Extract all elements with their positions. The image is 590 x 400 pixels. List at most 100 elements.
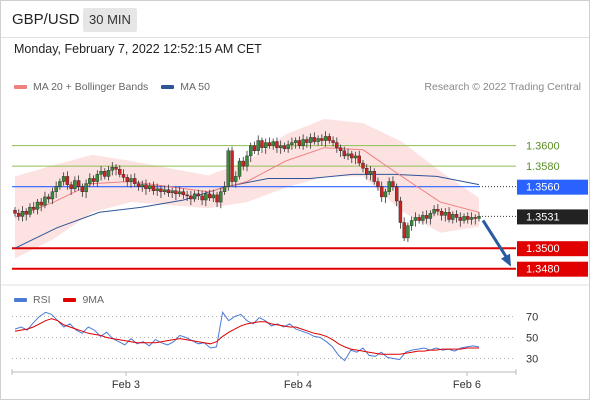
bollinger-swatch-icon (14, 85, 27, 90)
candle (84, 183, 88, 192)
candle (282, 145, 287, 149)
candle (428, 213, 433, 219)
candle (432, 209, 436, 214)
candle (114, 166, 118, 170)
candle (477, 216, 481, 219)
candle (293, 140, 298, 143)
candle (350, 153, 354, 159)
candle (133, 178, 137, 184)
candle (372, 171, 376, 182)
candle (88, 178, 92, 184)
chart-header: GBP/USD 30 MIN (1, 1, 589, 38)
candle (245, 155, 249, 167)
candle (196, 193, 201, 197)
legend-rsi-label: RSI (33, 294, 51, 306)
candle (118, 169, 122, 175)
candle (361, 162, 365, 169)
candle (192, 193, 197, 200)
x-tick-label: Feb 3 (112, 379, 140, 391)
candle (91, 178, 96, 182)
rsi-tick-label: 30 (526, 354, 538, 366)
candle (35, 201, 40, 210)
candle (28, 206, 32, 215)
x-tick-label: Feb 6 (453, 379, 481, 391)
candle (140, 184, 144, 187)
candle (466, 216, 470, 220)
candle (305, 139, 309, 143)
rsi-line (14, 311, 480, 362)
candle (189, 195, 193, 200)
candle (436, 209, 440, 212)
candle (256, 140, 260, 151)
candle (409, 220, 414, 226)
candle (162, 189, 167, 192)
main-legend: MA 20 + Bollinger Bands MA 50 (14, 81, 220, 93)
candle (271, 141, 275, 146)
candle (380, 186, 384, 198)
candle (312, 137, 317, 142)
candle (421, 215, 425, 221)
candle (73, 180, 77, 189)
candle (174, 190, 178, 195)
candle (181, 191, 186, 196)
legend-9ma: 9MA (63, 294, 104, 306)
candle (402, 222, 406, 239)
candle (323, 136, 328, 141)
bollinger-band (15, 119, 479, 259)
candle (20, 211, 25, 217)
candle (297, 140, 302, 146)
candle (473, 217, 477, 219)
candle (50, 191, 55, 200)
candle (458, 217, 462, 221)
candle (106, 170, 111, 177)
legend-ma50: MA 50 (161, 81, 210, 93)
candle (226, 150, 230, 187)
candle (249, 145, 253, 157)
candle (335, 142, 339, 148)
candle (469, 217, 474, 220)
symbol-title: GBP/USD (12, 11, 80, 28)
candle (260, 140, 264, 148)
pivot-label: 1.3560 (526, 182, 560, 194)
ma9-swatch-icon (63, 298, 77, 303)
legend-bollinger-label: MA 20 + Bollinger Bands (33, 81, 149, 93)
timeframe-badge[interactable]: 30 MIN (83, 8, 137, 32)
candle (166, 189, 171, 194)
candle (230, 150, 234, 182)
pivot-label-box (517, 179, 588, 195)
ma50-swatch-icon (161, 85, 175, 90)
candle (394, 186, 399, 202)
candle (451, 214, 455, 220)
candle (264, 142, 268, 148)
candle (177, 191, 182, 195)
rsi-swatch-icon (14, 298, 27, 303)
candle (447, 212, 451, 220)
candle (204, 193, 208, 201)
last-label-box (517, 209, 588, 225)
candle (443, 212, 448, 216)
candle (46, 196, 51, 200)
candle (331, 140, 335, 143)
candle (185, 194, 189, 197)
candle (376, 181, 380, 187)
candle (103, 171, 107, 177)
support-label: 1.3480 (526, 264, 560, 276)
candle (353, 155, 358, 159)
candle (159, 188, 163, 192)
candle (383, 191, 388, 198)
rsi-ma-line (14, 318, 479, 355)
rsi-tick-label: 50 (526, 333, 538, 345)
candle (387, 181, 391, 192)
candle (241, 160, 245, 167)
candle (215, 194, 219, 203)
candle (398, 200, 403, 223)
candle (207, 193, 212, 199)
candle (391, 181, 395, 187)
candle (200, 195, 204, 201)
candle (252, 145, 257, 151)
candle (320, 138, 324, 141)
candle (219, 191, 223, 203)
candle (121, 174, 126, 178)
candle (368, 171, 373, 175)
